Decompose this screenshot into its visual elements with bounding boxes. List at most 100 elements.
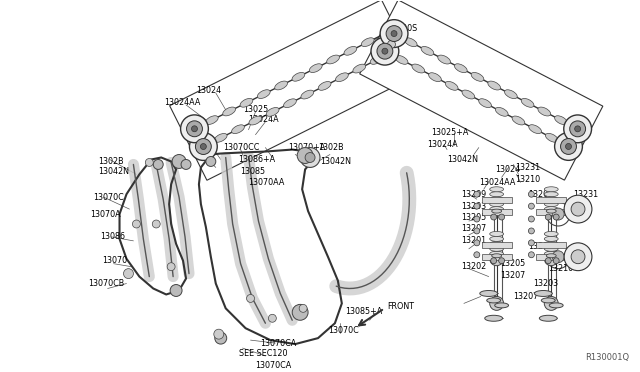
Ellipse shape [544, 251, 558, 256]
Text: 13070AA: 13070AA [248, 178, 285, 187]
Text: 13024: 13024 [495, 165, 520, 174]
Circle shape [292, 304, 308, 320]
Polygon shape [170, 0, 419, 180]
Bar [482, 254, 511, 260]
Ellipse shape [545, 133, 558, 142]
Text: 13086: 13086 [100, 232, 125, 241]
Ellipse shape [540, 315, 557, 321]
Circle shape [170, 285, 182, 296]
Text: 13070C: 13070C [93, 193, 124, 202]
Ellipse shape [396, 55, 408, 64]
Circle shape [575, 126, 580, 132]
Ellipse shape [547, 209, 556, 213]
Circle shape [391, 31, 397, 36]
Text: 13042N: 13042N [98, 167, 129, 176]
Ellipse shape [490, 197, 504, 202]
Circle shape [552, 251, 564, 263]
Text: 1302B: 1302B [318, 143, 344, 152]
Ellipse shape [541, 298, 556, 303]
Ellipse shape [512, 116, 525, 125]
Ellipse shape [301, 90, 314, 99]
Ellipse shape [404, 38, 417, 46]
Text: 1302B: 1302B [98, 157, 124, 166]
Bar [482, 197, 511, 203]
Text: 13025+A: 13025+A [431, 128, 468, 137]
Circle shape [490, 296, 504, 310]
Ellipse shape [309, 64, 322, 73]
Circle shape [555, 132, 582, 160]
Circle shape [380, 20, 408, 48]
Circle shape [474, 252, 480, 258]
Text: 13085+A: 13085+A [345, 307, 382, 316]
Ellipse shape [495, 108, 508, 116]
Ellipse shape [490, 236, 504, 241]
Bar [536, 209, 566, 215]
Text: 13025: 13025 [244, 105, 269, 114]
Circle shape [529, 203, 534, 209]
Circle shape [529, 191, 534, 197]
Ellipse shape [318, 81, 331, 90]
Text: R130001Q: R130001Q [586, 353, 630, 362]
Ellipse shape [544, 236, 558, 241]
Text: 13024A: 13024A [427, 140, 458, 149]
Circle shape [191, 126, 198, 132]
Text: 13201: 13201 [461, 236, 486, 246]
Ellipse shape [479, 99, 492, 108]
Circle shape [566, 144, 572, 150]
Ellipse shape [492, 209, 502, 213]
Ellipse shape [495, 303, 509, 308]
Ellipse shape [544, 246, 558, 251]
Ellipse shape [534, 291, 552, 296]
Text: 13085: 13085 [241, 167, 266, 176]
Ellipse shape [488, 81, 500, 90]
Circle shape [544, 252, 558, 266]
Text: 13209: 13209 [461, 190, 486, 199]
Circle shape [474, 216, 480, 222]
Circle shape [529, 240, 534, 246]
Text: 13203: 13203 [533, 279, 559, 288]
Ellipse shape [370, 55, 383, 64]
Text: 13070: 13070 [102, 256, 127, 265]
Circle shape [545, 258, 551, 264]
Text: SEE SEC120: SEE SEC120 [239, 349, 287, 357]
Circle shape [152, 220, 160, 228]
Ellipse shape [549, 303, 563, 308]
Circle shape [564, 195, 592, 223]
Ellipse shape [454, 64, 467, 73]
Circle shape [153, 160, 163, 169]
Ellipse shape [544, 187, 558, 192]
Ellipse shape [544, 231, 558, 236]
Text: 13086+A: 13086+A [239, 155, 276, 164]
Circle shape [145, 158, 153, 166]
Text: 13207: 13207 [500, 271, 526, 280]
Circle shape [246, 295, 255, 302]
Circle shape [206, 157, 216, 166]
Text: 13205: 13205 [500, 259, 526, 268]
Circle shape [132, 220, 140, 228]
Circle shape [491, 214, 497, 220]
Text: 13042N: 13042N [320, 157, 351, 166]
Ellipse shape [412, 64, 425, 73]
Circle shape [529, 216, 534, 222]
Ellipse shape [480, 291, 498, 296]
Ellipse shape [266, 108, 279, 116]
Circle shape [300, 148, 320, 167]
Circle shape [214, 329, 224, 339]
Ellipse shape [284, 99, 296, 108]
Ellipse shape [544, 206, 558, 212]
Ellipse shape [462, 90, 475, 99]
Text: 13042N: 13042N [447, 155, 478, 164]
Circle shape [200, 144, 206, 150]
Text: 13207: 13207 [461, 224, 486, 234]
Ellipse shape [214, 134, 227, 142]
Circle shape [529, 228, 534, 234]
Ellipse shape [547, 254, 556, 258]
Ellipse shape [484, 315, 502, 321]
Circle shape [570, 121, 586, 137]
Text: 13210: 13210 [515, 175, 541, 184]
Text: 13024AA: 13024AA [164, 99, 200, 108]
Text: 13024: 13024 [196, 86, 221, 94]
Circle shape [564, 115, 591, 143]
Ellipse shape [490, 246, 504, 251]
Circle shape [499, 258, 504, 264]
